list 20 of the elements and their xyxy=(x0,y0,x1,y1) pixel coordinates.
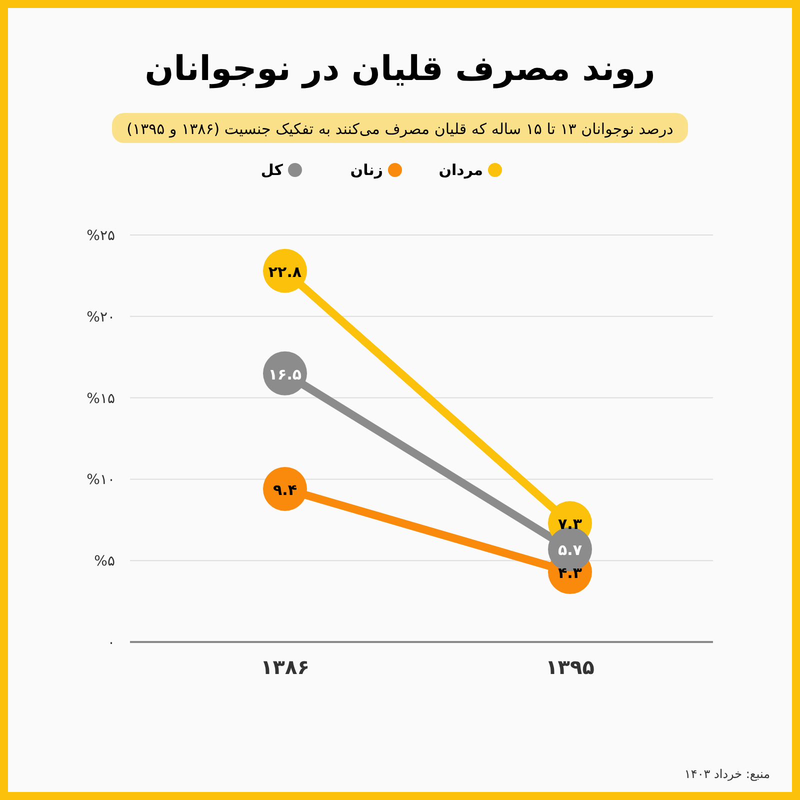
data-label: ۱۶.۵ xyxy=(268,365,302,384)
x-tick-label: ۱۳۸۶ xyxy=(260,655,310,679)
data-label: ۴.۳ xyxy=(558,564,582,582)
data-label: ۷.۳ xyxy=(558,515,582,534)
y-tick-label: %۲۵ xyxy=(86,228,115,244)
y-tick-label: %۱۰ xyxy=(86,472,115,488)
data-label: ۹.۴ xyxy=(272,480,298,499)
y-tick-label: %۱۵ xyxy=(86,390,115,407)
chart-title: روند مصرف قلیان در نوجوانان xyxy=(144,49,656,89)
legend-label: کل xyxy=(260,161,284,179)
data-label: ۵.۷ xyxy=(558,541,582,560)
x-tick-label: ۱۳۹۵ xyxy=(546,655,594,679)
legend-label: زنان xyxy=(350,161,383,179)
text: منبع: خرداد ۱۴۰۳ xyxy=(684,767,770,781)
y-tick-label: %۵ xyxy=(94,554,115,570)
legend-label: مردان xyxy=(438,161,483,179)
data-label: ۲۲.۸ xyxy=(268,262,302,281)
y-tick-label: %۲۰ xyxy=(86,309,115,326)
y-tick-label: ۰ xyxy=(107,635,115,651)
chart-subtitle: درصد نوجوانان ۱۳ تا ۱۵ ساله که قلیان مصرف می‌کنند به تفکیک جنسیت (۱۳۸۶ و ۱۳۹۵) xyxy=(126,120,674,138)
